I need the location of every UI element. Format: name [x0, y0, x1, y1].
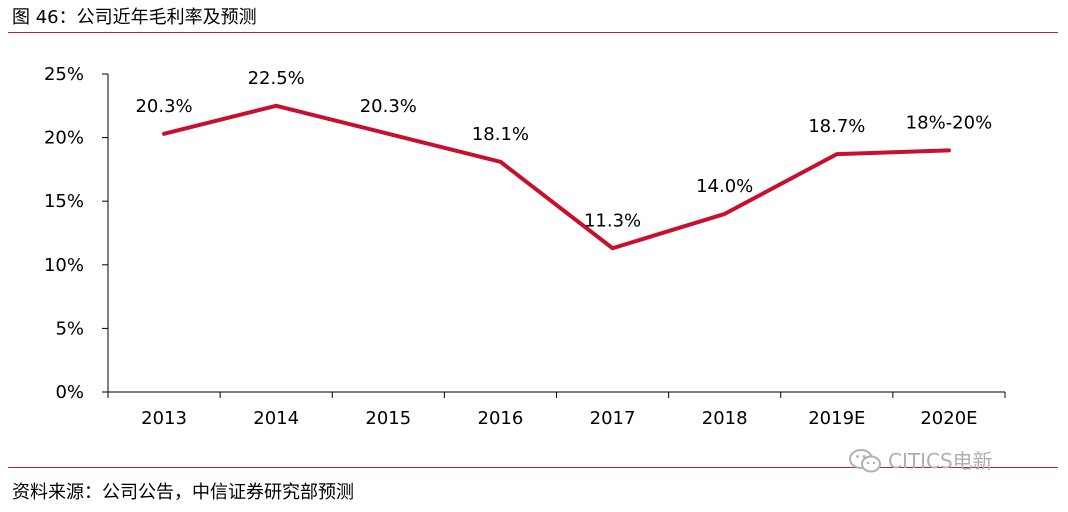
wechat-icon: [849, 449, 881, 473]
x-tick-label: 2020E: [920, 408, 977, 429]
x-tick-label: 2016: [478, 408, 524, 429]
y-tick-label: 0%: [55, 382, 84, 403]
x-tick-label: 2013: [141, 408, 187, 429]
watermark-text: CITICS电新: [888, 449, 993, 473]
y-tick-label: 20%: [44, 128, 84, 149]
source-note: 资料来源：公司公告，中信证券研究部预测: [12, 482, 354, 503]
data-label: 14.0%: [696, 176, 753, 197]
series-line: [162, 103, 951, 251]
x-tick-label: 2018: [702, 408, 748, 429]
x-tick-label: 2014: [253, 408, 299, 429]
data-label: 20.3%: [360, 96, 417, 117]
data-label: 18.1%: [472, 124, 529, 145]
x-tick-label: 2017: [590, 408, 636, 429]
data-label: 18%-20%: [906, 112, 993, 133]
bottom-rule: [8, 467, 1058, 468]
top-rule: [8, 32, 1058, 33]
data-label: 18.7%: [808, 116, 865, 137]
y-tick-label: 10%: [44, 255, 84, 276]
x-tick-label: 2015: [365, 408, 411, 429]
data-label: 22.5%: [248, 68, 305, 89]
data-label: 11.3%: [584, 210, 641, 231]
y-tick-label: 5%: [55, 318, 84, 339]
y-tick-label: 25%: [44, 64, 84, 85]
data-label: 20.3%: [135, 96, 192, 117]
x-tick-label: 2019E: [808, 408, 865, 429]
watermark: CITICS电新: [848, 448, 993, 474]
y-tick-label: 15%: [44, 191, 84, 212]
figure-title: 图 46：公司近年毛利率及预测: [12, 7, 257, 28]
